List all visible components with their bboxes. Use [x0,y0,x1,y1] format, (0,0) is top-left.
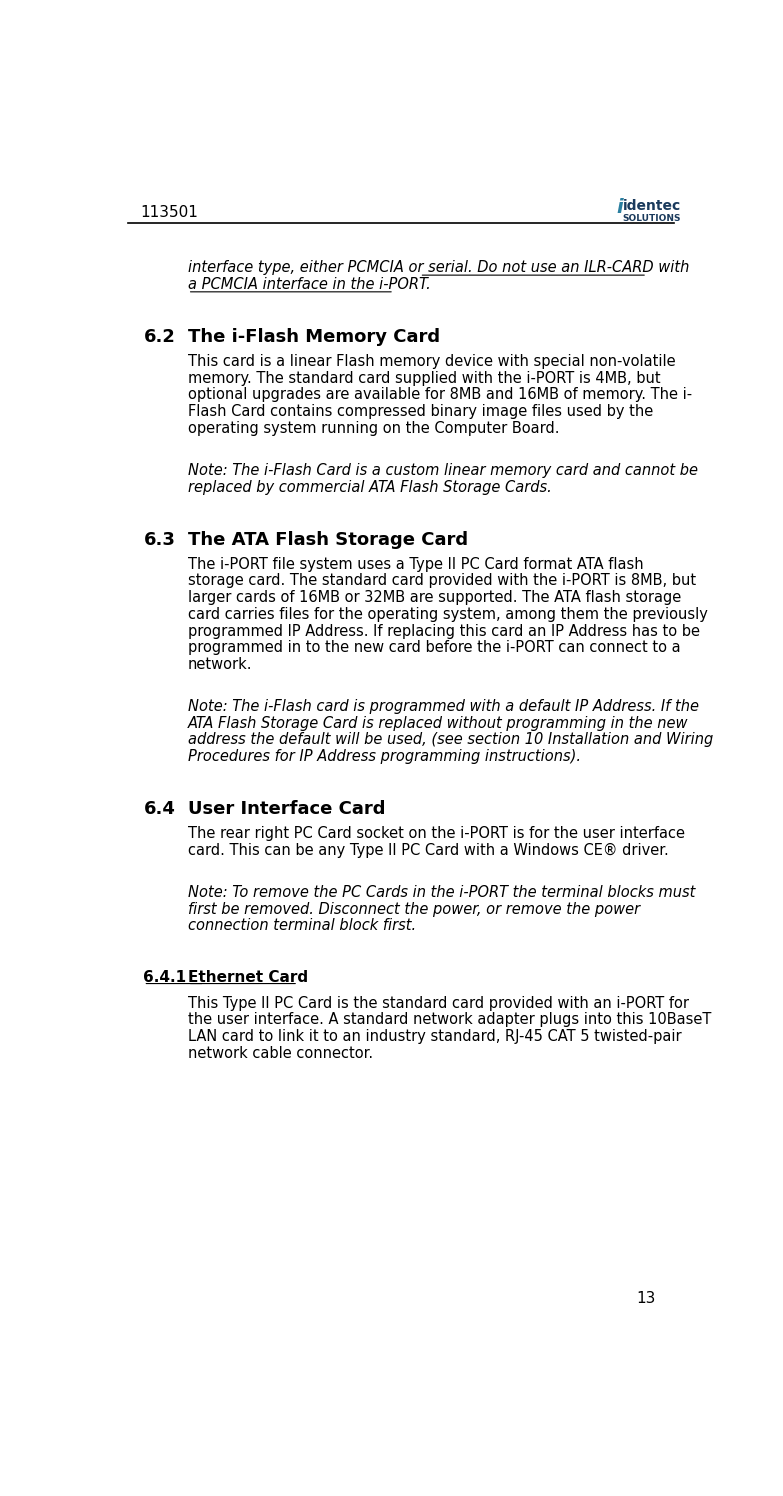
Text: optional upgrades are available for 8MB and 16MB of memory. The i-: optional upgrades are available for 8MB … [188,387,692,402]
Text: Note: To remove the PC Cards in the i-PORT the terminal blocks must: Note: To remove the PC Cards in the i-PO… [188,886,695,901]
Text: ATA Flash Storage Card is replaced without programming in the new: ATA Flash Storage Card is replaced witho… [188,715,688,730]
Text: The i-Flash Memory Card: The i-Flash Memory Card [188,328,440,346]
Text: first be removed. Disconnect the power, or remove the power: first be removed. Disconnect the power, … [188,902,640,917]
Text: network.: network. [188,657,252,672]
Text: connection terminal block first.: connection terminal block first. [188,919,416,934]
Text: 13: 13 [637,1291,656,1306]
Text: programmed IP Address. If replacing this card an IP Address has to be: programmed IP Address. If replacing this… [188,624,700,639]
Text: card. This can be any Type II PC Card with a Windows CE® driver.: card. This can be any Type II PC Card wi… [188,844,669,859]
Text: Procedures for IP Address programming instructions).: Procedures for IP Address programming in… [188,749,581,764]
Text: identec: identec [622,199,681,212]
Text: operating system running on the Computer Board.: operating system running on the Computer… [188,420,559,435]
Text: card carries files for the operating system, among them the previously: card carries files for the operating sys… [188,607,708,622]
Text: Flash Card contains compressed binary image files used by the: Flash Card contains compressed binary im… [188,404,653,419]
Text: storage card. The standard card provided with the i-PORT is 8MB, but: storage card. The standard card provided… [188,573,696,588]
Text: The i-PORT file system uses a Type II PC Card format ATA flash: The i-PORT file system uses a Type II PC… [188,557,644,571]
Text: interface type, either PCMCIA or serial. Do not use an ILR-CARD with: interface type, either PCMCIA or serial.… [188,260,689,275]
Text: LAN card to link it to an industry standard, RJ-45 CAT 5 twisted-pair: LAN card to link it to an industry stand… [188,1029,681,1044]
Text: 6.4: 6.4 [143,800,175,818]
Text: SOLUTIONS: SOLUTIONS [622,214,681,223]
Text: larger cards of 16MB or 32MB are supported. The ATA flash storage: larger cards of 16MB or 32MB are support… [188,591,681,606]
Text: network cable connector.: network cable connector. [188,1046,373,1061]
Text: This Type II PC Card is the standard card provided with an i-PORT for: This Type II PC Card is the standard car… [188,996,689,1011]
Text: 6.3: 6.3 [143,531,175,549]
Text: The rear right PC Card socket on the i-PORT is for the user interface: The rear right PC Card socket on the i-P… [188,826,684,841]
Text: The ATA Flash Storage Card: The ATA Flash Storage Card [188,531,467,549]
Text: memory. The standard card supplied with the i-PORT is 4MB, but: memory. The standard card supplied with … [188,371,660,386]
Text: Note: The i-Flash Card is a custom linear memory card and cannot be: Note: The i-Flash Card is a custom linea… [188,462,698,477]
Text: User Interface Card: User Interface Card [188,800,385,818]
Text: This card is a linear Flash memory device with special non-volatile: This card is a linear Flash memory devic… [188,355,675,370]
Text: address the default will be used, (see section 10 Installation and Wiring: address the default will be used, (see s… [188,733,713,748]
Text: 6.2: 6.2 [143,328,175,346]
Text: replaced by commercial ATA Flash Storage Cards.: replaced by commercial ATA Flash Storage… [188,480,551,495]
Text: a PCMCIA interface in the i-PORT.: a PCMCIA interface in the i-PORT. [188,277,431,292]
Text: the user interface. A standard network adapter plugs into this 10BaseT: the user interface. A standard network a… [188,1013,711,1028]
Text: Ethernet Card: Ethernet Card [188,969,308,984]
Text: 113501: 113501 [140,205,198,220]
Text: i: i [617,197,623,217]
Text: programmed in to the new card before the i-PORT can connect to a: programmed in to the new card before the… [188,640,680,655]
Text: Note: The i-Flash card is programmed with a default IP Address. If the: Note: The i-Flash card is programmed wit… [188,699,698,714]
Text: 6.4.1: 6.4.1 [143,969,186,984]
